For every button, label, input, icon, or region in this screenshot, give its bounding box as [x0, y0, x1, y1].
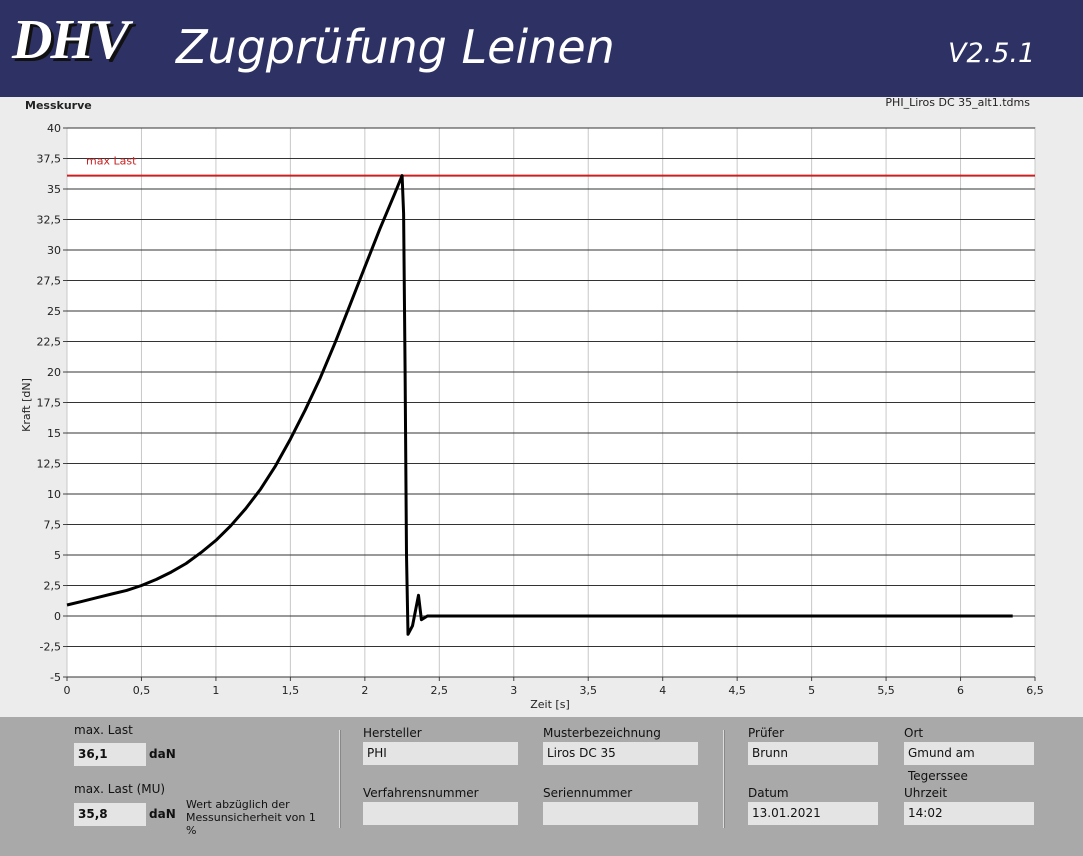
field-label: Uhrzeit [904, 786, 948, 800]
x-tick-label: 0 [64, 684, 71, 697]
x-tick-label: 1,5 [282, 684, 300, 697]
field-value: Gmund am Tegerssee [904, 742, 1034, 783]
field-value: 14:02 [904, 802, 1034, 825]
y-tick-label: 35 [47, 183, 61, 196]
x-tick-label: 2 [361, 684, 368, 697]
max-line-label: max Last [86, 155, 137, 168]
y-tick-label: 20 [47, 366, 61, 379]
x-tick-label: 2,5 [431, 684, 449, 697]
max-load-label: max. Last [74, 723, 133, 737]
version: V2.5.1 [948, 38, 1036, 69]
y-tick-label: 0 [54, 610, 61, 623]
mu-note: Wert abzüglich der Messunsicherheit von … [186, 798, 316, 837]
field-label: Ort [904, 726, 924, 740]
max-load-mu-label: max. Last (MU) [74, 782, 166, 796]
max-load-value: 36,1 [74, 743, 146, 766]
x-tick-label: 6 [957, 684, 964, 697]
max-load-mu-value: 35,8 [74, 803, 146, 826]
y-tick-label: -2,5 [40, 641, 61, 654]
x-tick-label: 3,5 [579, 684, 597, 697]
x-axis-label: Zeit [s] [530, 698, 569, 711]
y-tick-label: 17,5 [37, 397, 62, 410]
y-tick-label: 40 [47, 122, 61, 135]
separator [723, 730, 725, 828]
y-tick-label: 25 [47, 305, 61, 318]
y-tick-label: 32,5 [37, 214, 62, 227]
field-value [543, 802, 698, 825]
chart: Messkurve PHI_Liros DC 35_alt1.tdms Zeit… [0, 97, 1083, 717]
y-tick-label: 2,5 [44, 580, 62, 593]
y-tick-label: 30 [47, 244, 61, 257]
y-tick-label: 15 [47, 427, 61, 440]
y-tick-label: -5 [50, 671, 61, 684]
field-label: Seriennummer [543, 786, 633, 800]
x-tick-label: 4 [659, 684, 666, 697]
field-value: 13.01.2021 [748, 802, 878, 825]
x-tick-label: 5 [808, 684, 815, 697]
y-tick-label: 10 [47, 488, 61, 501]
field-label: Datum [748, 786, 789, 800]
x-tick-label: 3 [510, 684, 517, 697]
max-load-mu-unit: daN [149, 807, 176, 821]
field-value: PHI [363, 742, 518, 765]
file-name: PHI_Liros DC 35_alt1.tdms [885, 97, 1030, 109]
field-value [363, 802, 518, 825]
app-title: Zugprüfung Leinen [176, 20, 615, 74]
field-value: Brunn [748, 742, 878, 765]
field-label: Prüfer [748, 726, 785, 740]
line-series [66, 174, 1013, 636]
y-tick-label: 12,5 [37, 458, 62, 471]
field-label: Verfahrensnummer [363, 786, 479, 800]
x-tick-label: 1 [212, 684, 219, 697]
field-label: Musterbezeichnung [543, 726, 661, 740]
y-tick-label: 27,5 [37, 275, 62, 288]
x-tick-label: 4,5 [728, 684, 746, 697]
x-tick-label: 0,5 [133, 684, 151, 697]
x-tick-label: 5,5 [877, 684, 895, 697]
field-label: Hersteller [363, 726, 422, 740]
y-tick-label: 22,5 [37, 336, 62, 349]
separator [339, 730, 341, 828]
y-tick-label: 5 [54, 549, 61, 562]
y-tick-label: 37,5 [37, 153, 62, 166]
max-load-unit: daN [149, 747, 176, 761]
field-value: Liros DC 35 [543, 742, 698, 765]
x-tick-label: 6,5 [1026, 684, 1044, 697]
header: DHV Zugprüfung Leinen V2.5.1 [0, 0, 1083, 97]
y-tick-label: 7,5 [44, 519, 62, 532]
y-axis-label: Kraft [dN] [20, 378, 33, 432]
logo: DHV [12, 9, 129, 71]
chart-title: Messkurve [25, 99, 92, 112]
